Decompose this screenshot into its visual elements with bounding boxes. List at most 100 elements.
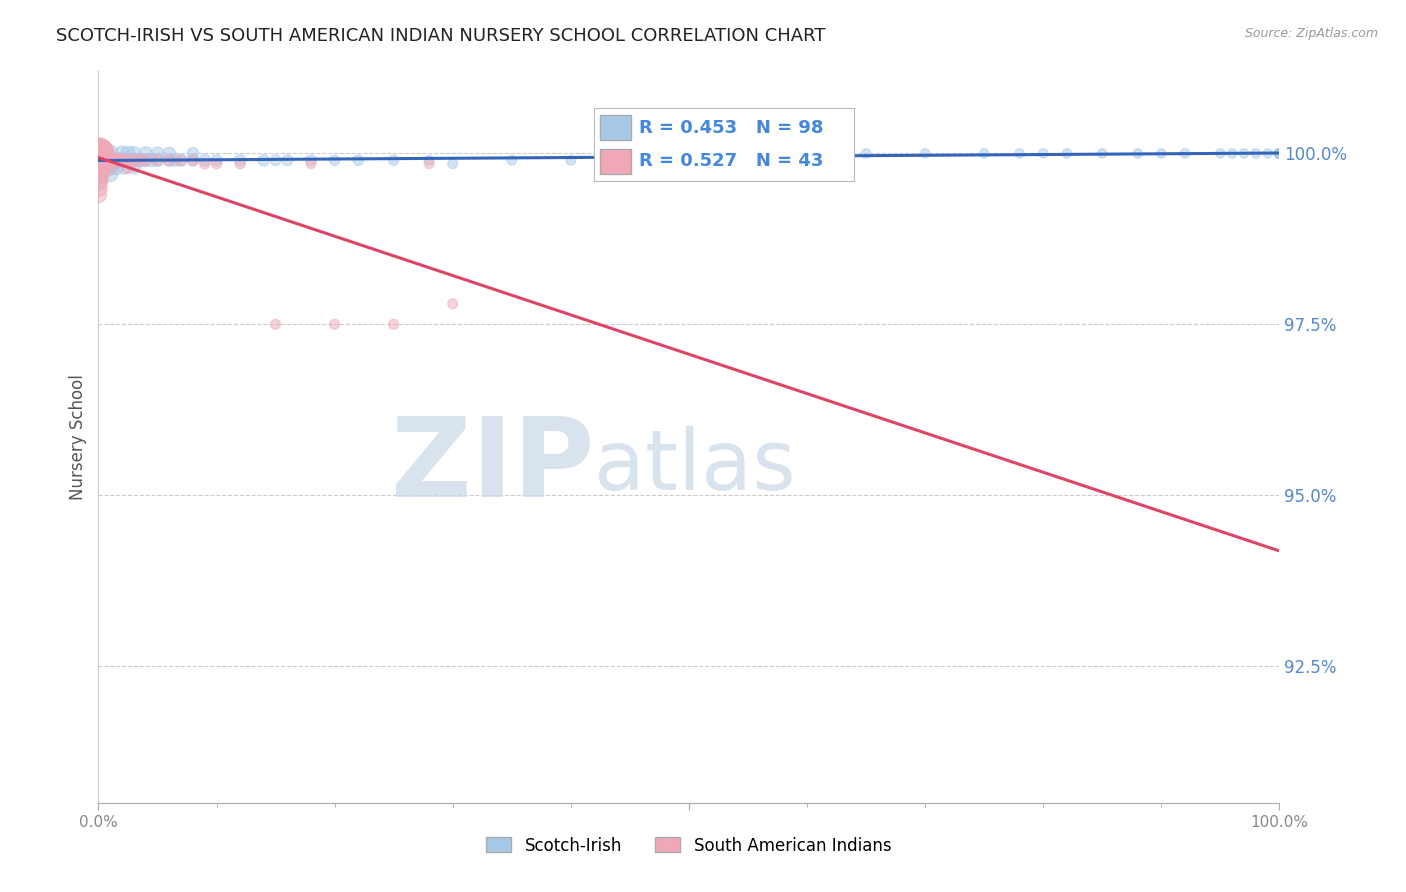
Point [135,153,157,168]
Point [117,160,139,174]
Point [170,153,193,168]
Point [276,153,298,168]
Point [117,146,139,161]
Point [1056,146,1078,161]
Point [87,153,110,168]
Point [441,156,464,170]
Point [1268,146,1291,161]
Point [93,153,115,168]
Point [108,153,131,168]
Point [97,160,120,174]
Point [1032,146,1054,161]
Point [264,153,287,168]
Point [87,153,110,168]
Point [181,153,204,168]
Point [87,160,110,174]
Point [1220,146,1243,161]
Point [87,174,110,188]
Point [87,174,110,188]
Point [87,167,110,181]
Point [128,153,150,168]
Point [117,153,139,168]
Point [229,156,252,170]
Point [117,153,139,168]
Point [737,146,759,161]
Point [501,153,523,168]
Point [157,153,180,168]
Point [1174,146,1197,161]
Point [194,156,217,170]
Point [1268,146,1291,161]
Point [1268,146,1291,161]
Point [122,160,145,174]
Point [87,187,110,202]
Point [1268,146,1291,161]
Point [111,146,134,161]
Point [157,146,180,161]
Point [1268,146,1291,161]
Point [170,153,193,168]
Point [111,153,134,168]
Point [87,146,110,161]
Point [87,146,110,161]
Point [194,153,217,168]
Point [1268,146,1291,161]
Point [1268,146,1291,161]
Point [1209,146,1232,161]
Point [128,153,150,168]
Point [347,153,370,168]
Point [418,156,440,170]
Point [93,146,115,161]
Point [914,146,936,161]
Point [1268,146,1291,161]
Point [264,318,287,332]
Point [1268,146,1291,161]
Point [1268,146,1291,161]
Point [560,153,582,168]
Point [1091,146,1114,161]
Point [382,153,405,168]
Point [87,146,110,161]
Text: SCOTCH-IRISH VS SOUTH AMERICAN INDIAN NURSERY SCHOOL CORRELATION CHART: SCOTCH-IRISH VS SOUTH AMERICAN INDIAN NU… [56,27,825,45]
Point [323,318,346,332]
Point [87,146,110,161]
Point [1268,146,1291,161]
Point [87,146,110,161]
Point [1233,146,1256,161]
Point [418,153,440,168]
Point [98,153,121,168]
Point [157,153,180,168]
Point [105,160,128,174]
Point [1268,146,1291,161]
Point [87,146,110,161]
Point [98,160,121,174]
Point [1150,146,1173,161]
Point [98,160,121,174]
Point [1268,146,1291,161]
Text: Source: ZipAtlas.com: Source: ZipAtlas.com [1244,27,1378,40]
Point [87,146,110,161]
Point [1268,146,1291,161]
Point [105,153,128,168]
Point [122,146,145,161]
Point [619,153,641,168]
Point [678,146,700,161]
Point [93,153,115,168]
Point [1268,146,1291,161]
Point [87,146,110,161]
Point [1244,146,1267,161]
Point [101,153,124,168]
Point [98,146,121,161]
Point [205,153,228,168]
Point [87,180,110,194]
Point [98,153,121,168]
Point [98,167,121,181]
Y-axis label: Nursery School: Nursery School [69,374,87,500]
Point [165,153,187,168]
Point [87,167,110,181]
Point [1268,146,1291,161]
Point [87,146,110,161]
Text: atlas: atlas [595,425,796,507]
Point [87,153,110,168]
Point [87,146,110,161]
